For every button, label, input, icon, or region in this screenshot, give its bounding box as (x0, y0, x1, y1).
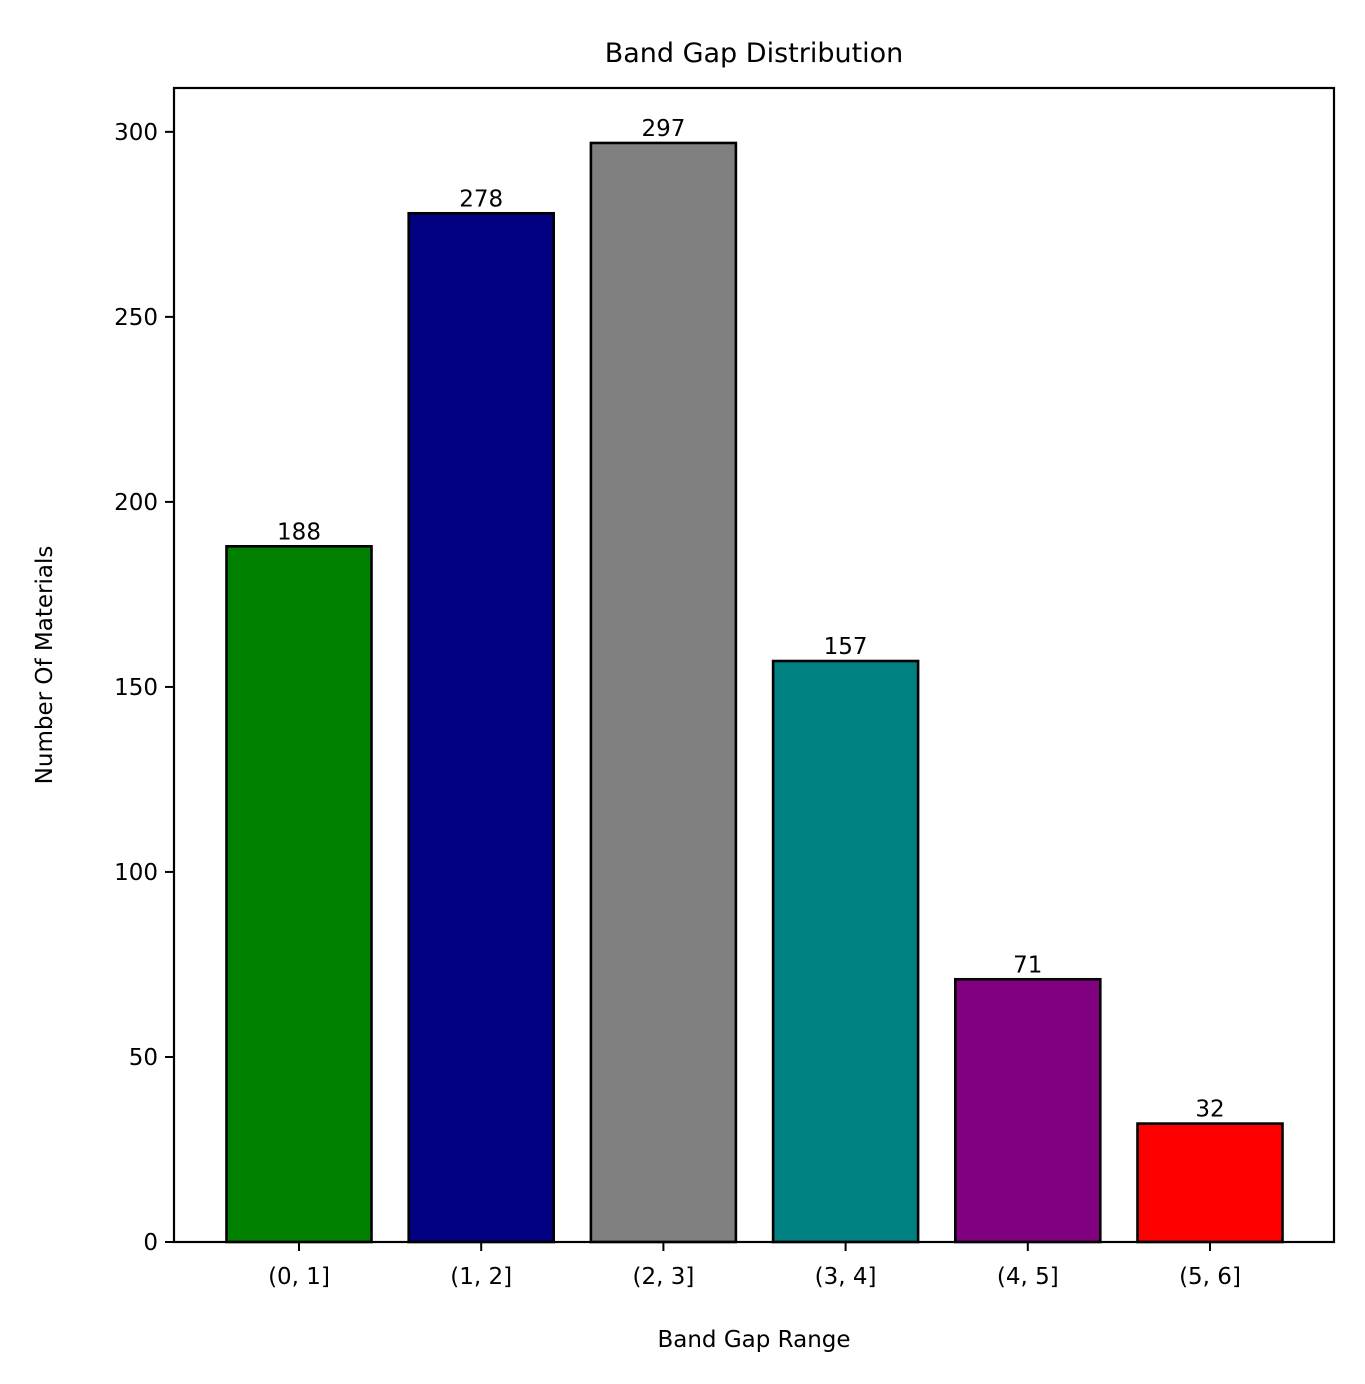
chart-title: Band Gap Distribution (605, 38, 904, 69)
y-tick-label-300: 300 (114, 120, 158, 146)
y-axis: 0 50 100 150 200 250 300 (114, 120, 174, 1256)
y-tick-label-0: 0 (143, 1230, 158, 1256)
y-tick-label-200: 200 (114, 490, 158, 516)
data-label-3: 297 (641, 116, 685, 142)
y-tick-label-100: 100 (114, 860, 158, 886)
y-axis-label: Number Of Materials (32, 546, 58, 785)
data-label-5: 71 (1013, 952, 1042, 978)
plot-frame (172, 86, 1336, 1244)
y-tick-label-250: 250 (114, 305, 158, 331)
x-tick-label-1: (0, 1] (268, 1264, 330, 1290)
bar-3 (589, 141, 738, 1244)
bar-2 (407, 211, 556, 1244)
bars-layer (225, 141, 1284, 1244)
y-tick-label-150: 150 (114, 675, 158, 701)
data-label-6: 32 (1195, 1097, 1224, 1123)
bar-1 (225, 545, 373, 1244)
x-tick-label-5: (4, 5] (997, 1264, 1059, 1290)
x-axis-label: Band Gap Range (657, 1327, 850, 1353)
data-label-4: 157 (824, 634, 868, 660)
bar-5 (953, 977, 1102, 1244)
y-tick-label-50: 50 (129, 1045, 158, 1071)
bar-4 (771, 659, 920, 1244)
bar-6 (1136, 1122, 1284, 1244)
x-tick-label-6: (5, 6] (1179, 1264, 1241, 1290)
data-labels-layer: 188 278 297 157 71 32 (277, 116, 1225, 1123)
x-axis: (0, 1] (1, 2] (2, 3] (3, 4] (4, 5] (5, 6] (268, 1242, 1241, 1290)
data-label-1: 188 (277, 519, 321, 545)
x-tick-label-4: (3, 4] (815, 1264, 877, 1290)
x-tick-label-2: (1, 2] (450, 1264, 512, 1290)
x-tick-label-3: (2, 3] (632, 1264, 694, 1290)
data-label-2: 278 (459, 186, 503, 212)
